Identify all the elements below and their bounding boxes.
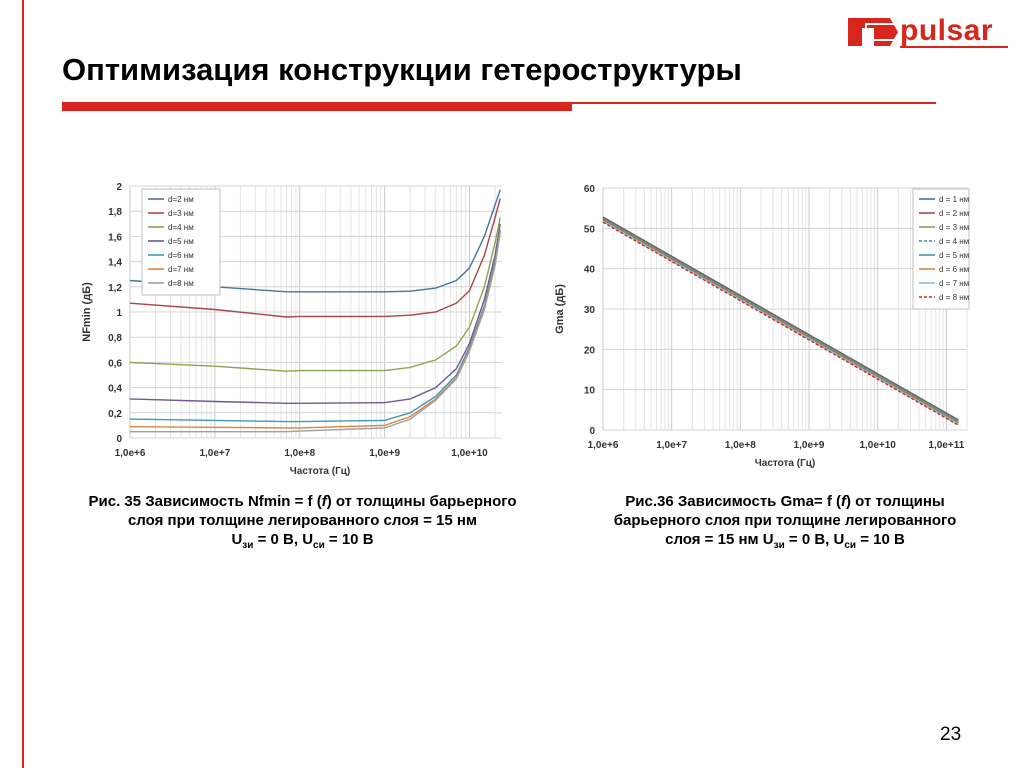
y-tick-label: 0 <box>589 426 595 437</box>
y-tick-label: 0 <box>116 434 122 445</box>
caption-left-line1: Рис. 35 Зависимость Nfmin = f (f) от тол… <box>88 493 517 510</box>
logo-text: pulsar <box>900 14 994 47</box>
y-tick-label: 60 <box>584 184 596 195</box>
x-axis-label: Частота (Гц) <box>755 458 816 469</box>
x-tick-label: 1,0e+7 <box>199 448 230 459</box>
legend-label: d = 7 нм <box>939 279 969 288</box>
x-tick-label: 1,0e+7 <box>656 440 687 451</box>
legend-label: d=5 нм <box>168 237 194 246</box>
nfmin-chart: 0 0,2 0,4 0,6 0,8 1 1,2 1,4 1,6 1,8 2 1,0e+6 1,0e+7 1… <box>81 182 502 477</box>
x-tick-label: 1,0e+10 <box>859 440 896 451</box>
caption-left: Рис. 35 Зависимость Nfmin = f (f) от тол… <box>40 492 565 555</box>
legend-box <box>912 188 970 310</box>
series-line <box>602 217 959 422</box>
legend-label: d = 3 нм <box>939 223 969 232</box>
legend-label: d = 2 нм <box>939 209 969 218</box>
x-tick-label: 1,0e+9 <box>369 448 400 459</box>
x-tick-label: 1,0e+9 <box>794 440 825 451</box>
caption-left-line2: слоя при толщине легированного слоя = 15… <box>127 512 478 529</box>
y-tick-label: 2 <box>116 182 122 193</box>
y-axis-label: NFmin (дБ) <box>81 282 93 342</box>
gma-chart: 0 10 20 30 40 50 60 1,0e+6 1,0e+7 1,0e+8 1,0e+9 1,0… <box>554 184 970 469</box>
y-axis-label: Gma (дБ) <box>554 284 566 334</box>
legend-label: d=3 нм <box>168 209 194 218</box>
x-tick-label: 1,0e+8 <box>725 440 756 451</box>
legend-label: d = 1 нм <box>939 195 969 204</box>
x-tick-label: 1,0e+6 <box>588 440 619 451</box>
y-tick-label: 10 <box>584 386 596 397</box>
y-tick-label: 1 <box>116 308 122 319</box>
caption-right-line1: Рис.36 Зависимость Gma= f (f) от толщины <box>625 493 945 510</box>
series-line <box>130 232 501 433</box>
series-line <box>129 217 501 372</box>
y-tick-label: 0,6 <box>108 358 122 369</box>
y-tick-label: 1,4 <box>108 258 122 269</box>
title-underline-thin <box>572 102 936 104</box>
y-tick-label: 0,2 <box>108 409 122 420</box>
slide-title: Оптимизация конструкции гетероструктуры <box>62 52 742 87</box>
y-tick-label: 1,2 <box>108 283 122 294</box>
legend-label: d = 5 нм <box>939 251 969 260</box>
legend-label: d = 6 нм <box>939 265 969 274</box>
x-tick-label: 1,0e+6 <box>115 448 146 459</box>
pulsar-logo-icon <box>848 18 904 46</box>
y-tick-label: 50 <box>584 224 596 235</box>
legend-label: d=6 нм <box>168 251 194 260</box>
y-tick-label: 1,8 <box>108 207 122 218</box>
x-tick-label: 1,0e+11 <box>928 440 964 451</box>
y-tick-label: 0,4 <box>108 384 122 395</box>
legend-label: d = 4 нм <box>939 237 969 246</box>
legend-label: d=7 нм <box>168 265 194 274</box>
caption-right: Рис.36 Зависимость Gma= f (f) от толщины… <box>575 492 995 555</box>
legend-label: d=4 нм <box>168 223 194 232</box>
legend-box <box>141 188 221 296</box>
caption-left-line3: Uзи = 0 В, Uси = 10 В <box>231 531 374 551</box>
y-tick-label: 1,6 <box>108 232 122 243</box>
series-line <box>129 189 501 293</box>
caption-right-line3: слоя = 15 нм Uзи = 0 В, Uси = 10 В <box>665 531 905 551</box>
series-line <box>129 198 501 318</box>
series-line <box>602 221 959 426</box>
left-accent-line <box>22 0 24 768</box>
y-tick-label: 0,8 <box>108 333 122 344</box>
legend-label: d = 8 нм <box>939 293 969 302</box>
x-axis-label: Частота (Гц) <box>290 466 351 477</box>
legend-label: d=8 нм <box>168 279 194 288</box>
caption-right-line2: барьерного слоя при толщине легированног… <box>613 512 957 529</box>
x-tick-label: 1,0e+8 <box>284 448 315 459</box>
y-tick-label: 20 <box>584 345 596 356</box>
y-tick-label: 30 <box>584 305 596 316</box>
legend-label: d=2 нм <box>168 195 194 204</box>
logo-underline <box>900 46 1008 48</box>
y-tick-label: 40 <box>584 265 596 276</box>
page-number: 23 <box>940 724 962 745</box>
x-tick-label: 1,0e+10 <box>451 448 488 459</box>
title-underline-thick <box>62 102 572 111</box>
series-line <box>129 223 501 405</box>
series-line <box>602 220 959 425</box>
